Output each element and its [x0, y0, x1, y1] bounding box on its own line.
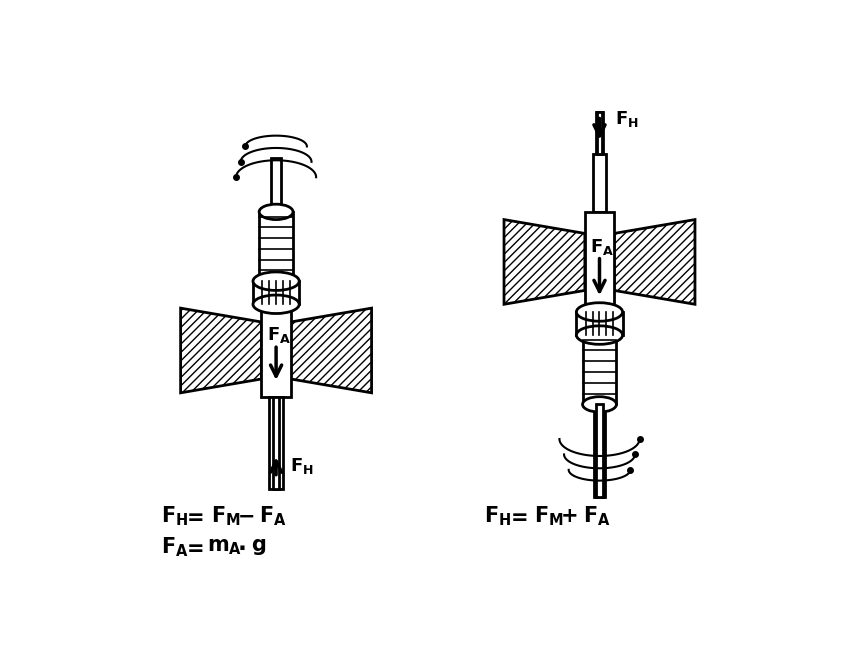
Ellipse shape	[259, 273, 293, 289]
Text: $\mathbf{=}$: $\mathbf{=}$	[505, 506, 527, 526]
Ellipse shape	[577, 326, 623, 344]
Text: $\mathbf{F_M}$: $\mathbf{F_M}$	[534, 504, 564, 528]
Text: $\mathbf{F_H}$: $\mathbf{F_H}$	[290, 456, 314, 476]
Text: $\mathbf{F_H}$: $\mathbf{F_H}$	[484, 504, 512, 528]
Text: $\mathbf{g}$: $\mathbf{g}$	[251, 537, 266, 557]
Bar	[269, 397, 283, 489]
Polygon shape	[290, 308, 372, 393]
Bar	[592, 154, 606, 212]
Ellipse shape	[253, 272, 299, 291]
Bar	[583, 335, 616, 404]
Text: $\mathbf{\cdot}$: $\mathbf{\cdot}$	[238, 535, 245, 559]
Bar	[597, 112, 602, 154]
Ellipse shape	[253, 295, 299, 314]
Text: $\mathbf{F_M}$: $\mathbf{F_M}$	[211, 504, 240, 528]
Bar	[253, 281, 299, 305]
Bar	[577, 312, 623, 335]
Bar	[594, 404, 605, 496]
Text: $\mathbf{F_A}$: $\mathbf{F_A}$	[590, 236, 615, 257]
Ellipse shape	[259, 204, 293, 220]
Bar	[271, 158, 282, 204]
Ellipse shape	[577, 303, 623, 321]
Text: $\mathbf{F_A}$: $\mathbf{F_A}$	[259, 504, 287, 528]
Polygon shape	[614, 220, 695, 305]
Bar	[596, 112, 603, 154]
Text: $\mathbf{=}$: $\mathbf{=}$	[182, 537, 204, 557]
Bar	[259, 212, 293, 281]
Text: $\mathbf{-}$: $\mathbf{-}$	[237, 506, 254, 526]
Text: $\mathbf{m_A}$: $\mathbf{m_A}$	[207, 537, 242, 557]
Polygon shape	[504, 220, 585, 305]
Ellipse shape	[583, 397, 616, 412]
Text: $\mathbf{F_H}$: $\mathbf{F_H}$	[160, 504, 188, 528]
Text: $\mathbf{F_A}$: $\mathbf{F_A}$	[583, 504, 610, 528]
Text: $\mathbf{F_A}$: $\mathbf{F_A}$	[160, 535, 188, 559]
Bar	[596, 404, 603, 496]
Bar	[262, 305, 290, 397]
Bar	[585, 212, 614, 312]
Text: $\mathbf{F_A}$: $\mathbf{F_A}$	[267, 325, 291, 345]
Text: $\mathbf{+}$: $\mathbf{+}$	[560, 506, 577, 526]
Bar	[273, 397, 279, 489]
Ellipse shape	[583, 328, 616, 343]
Polygon shape	[180, 308, 262, 393]
Text: $\mathbf{F_H}$: $\mathbf{F_H}$	[615, 109, 639, 130]
Text: $\mathbf{=}$: $\mathbf{=}$	[182, 506, 204, 526]
